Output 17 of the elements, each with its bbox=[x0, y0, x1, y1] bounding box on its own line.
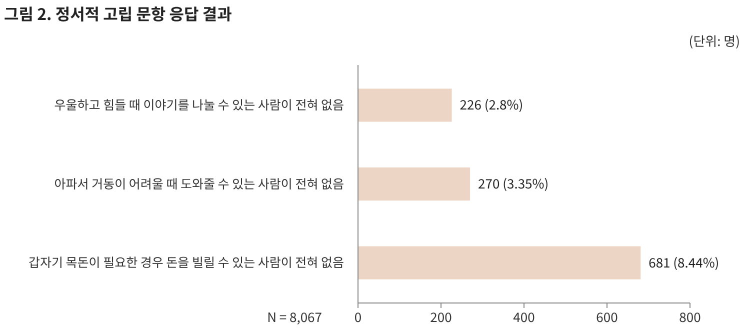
x-tick-label: 400 bbox=[513, 307, 535, 326]
y-tick-label: 우울하고 힘들 때 이야기를 나눌 수 있는 사람이 전혀 없음 bbox=[54, 94, 344, 114]
x-tick-label: 0 bbox=[354, 307, 362, 326]
bar bbox=[358, 167, 470, 201]
text: (단위: 명) bbox=[688, 31, 740, 50]
bar bbox=[358, 246, 641, 280]
bar bbox=[358, 88, 452, 122]
data-label: 270 (3.35%) bbox=[478, 174, 549, 193]
x-tick-label: 200 bbox=[430, 307, 452, 326]
text: 그림 2. 정서적 고립 문항 응답 결과 bbox=[4, 1, 232, 25]
data-label: 681 (8.44%) bbox=[648, 252, 720, 272]
y-tick-label: 갑자기 목돈이 필요한 경우 돈을 빌릴 수 있는 사람이 전혀 없음 bbox=[28, 252, 344, 272]
y-tick-label: 아파서 거동이 어려울 때 도와줄 수 있는 사람이 전혀 없음 bbox=[54, 173, 344, 192]
data-label: 226 (2.8%) bbox=[460, 94, 524, 114]
x-tick-label: 800 bbox=[679, 307, 701, 326]
text: N = 8,067 bbox=[267, 307, 322, 326]
x-tick-label: 600 bbox=[596, 307, 618, 326]
